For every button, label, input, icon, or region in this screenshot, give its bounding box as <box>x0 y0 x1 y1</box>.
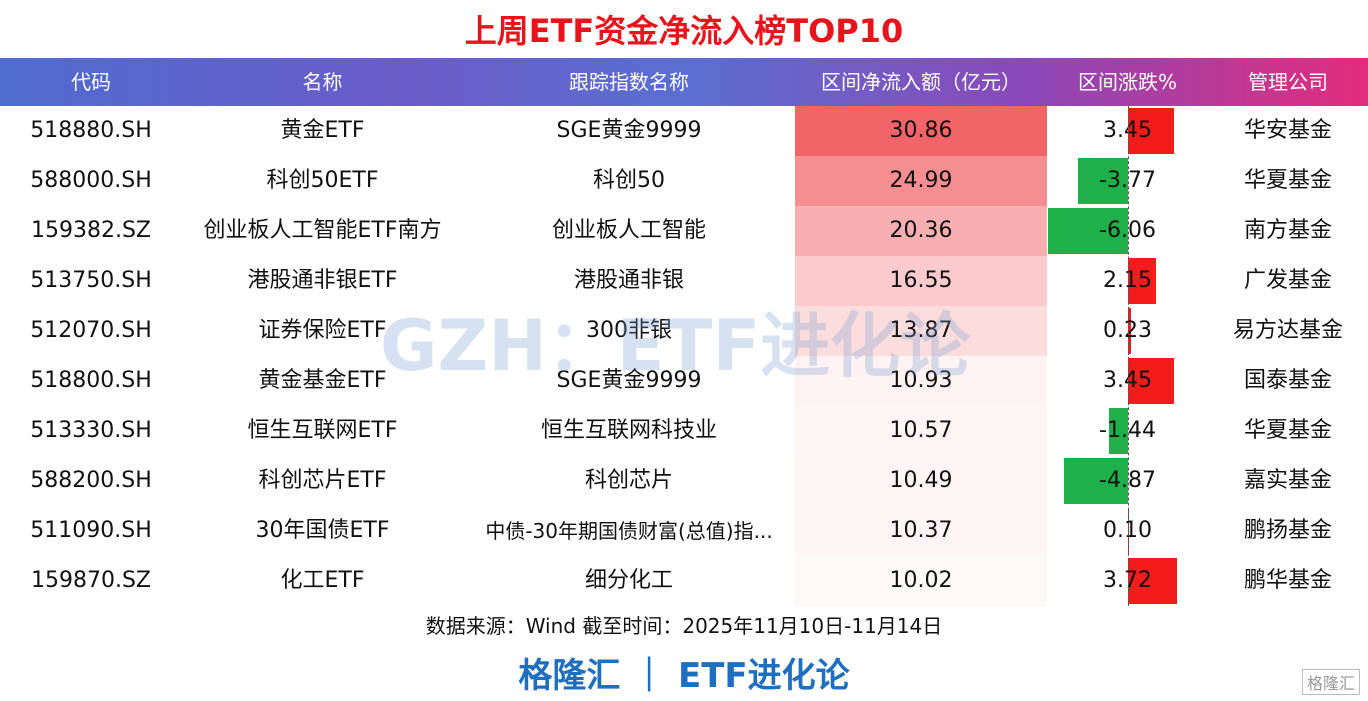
table-cell: 159382.SZ <box>30 218 151 243</box>
flow-shade <box>795 256 1047 306</box>
table-cell: 南方基金 <box>1243 218 1332 243</box>
table-cell: SGE黄金9999 <box>556 118 702 143</box>
table-cell: 0.23 <box>1103 318 1152 343</box>
title: 上周ETF资金净流入榜TOP10 <box>464 12 904 50</box>
change-bar <box>1128 558 1178 604</box>
table-cell: 科创50 <box>593 168 665 193</box>
table-cell: 30.86 <box>889 118 953 143</box>
table-cell: 科创芯片 <box>584 468 673 493</box>
table-cell: 16.55 <box>889 268 953 293</box>
change-bar <box>1128 308 1132 354</box>
table-cell: 513330.SH <box>30 418 152 443</box>
column-header: 跟踪指数名称 <box>569 70 689 94</box>
table-cell: -6.06 <box>1099 218 1156 243</box>
change-bar <box>1048 208 1128 254</box>
table-cell: -1.44 <box>1099 418 1156 443</box>
flow-shade <box>795 356 1047 406</box>
table-cell: 10.02 <box>889 568 953 593</box>
table-cell: 513750.SH <box>30 268 152 293</box>
table-cell: 0.10 <box>1103 518 1152 543</box>
watermark: GZH：ETF进化论 <box>380 305 971 387</box>
table-cell: 证券保险ETF <box>258 318 387 343</box>
table-cell: 10.37 <box>889 518 953 543</box>
flow-shade <box>795 206 1047 256</box>
table-cell: -3.77 <box>1099 168 1156 193</box>
flow-shade <box>795 556 1047 606</box>
column-header: 区间净流入额（亿元） <box>821 70 1021 94</box>
table-cell: 恒生互联网科技业 <box>540 418 717 443</box>
table-cell: 10.57 <box>889 418 953 443</box>
table-cell: 化工ETF <box>280 568 365 593</box>
table-cell: 创业板人工智能ETF南方 <box>203 218 442 243</box>
change-bar <box>1128 258 1157 304</box>
table-cell: 300非银 <box>586 318 672 343</box>
flow-shade <box>795 306 1047 356</box>
table-cell: 华夏基金 <box>1243 418 1332 443</box>
table-cell: 588200.SH <box>30 468 152 493</box>
table-cell: 国泰基金 <box>1243 368 1332 393</box>
table-cell: 黄金基金ETF <box>258 368 387 393</box>
column-header: 代码 <box>71 70 111 94</box>
table-cell: 华安基金 <box>1243 118 1332 143</box>
change-bar <box>1128 108 1174 154</box>
table-cell: 中债-30年期国债财富(总值)指... <box>485 519 773 543</box>
table-cell: 24.99 <box>889 168 953 193</box>
table-cell: 创业板人工智能 <box>551 218 706 243</box>
table-cell: 科创芯片ETF <box>258 468 387 493</box>
table-cell: 鹏扬基金 <box>1243 518 1332 543</box>
flow-shade <box>795 106 1047 156</box>
table-cell: 10.49 <box>889 468 953 493</box>
change-bar <box>1078 158 1128 204</box>
table-cell: 细分化工 <box>584 568 673 593</box>
table-cell: 159870.SZ <box>30 568 151 593</box>
table-cell: 588000.SH <box>30 168 152 193</box>
table-cell: 华夏基金 <box>1243 168 1332 193</box>
change-bar <box>1063 458 1128 504</box>
table-cell: 518800.SH <box>30 368 152 393</box>
zero-line <box>1128 106 1129 606</box>
change-bar <box>1128 358 1174 404</box>
table-cell: -4.87 <box>1099 468 1156 493</box>
table-cell: 3.45 <box>1103 118 1152 143</box>
column-header: 名称 <box>302 70 343 94</box>
table-cell: 518880.SH <box>30 118 152 143</box>
table-cell: 30年国债ETF <box>255 518 390 543</box>
table-cell: SGE黄金9999 <box>556 368 702 393</box>
table-cell: 3.45 <box>1103 368 1152 393</box>
table-cell: 2.15 <box>1103 268 1152 293</box>
flow-shade <box>795 506 1047 556</box>
table-cell: 易方达基金 <box>1232 318 1343 343</box>
flow-shade <box>795 456 1047 506</box>
table-cell: 512070.SH <box>30 318 152 343</box>
flow-shade <box>795 156 1047 206</box>
table-cell: 嘉实基金 <box>1243 468 1332 493</box>
table-cell: 13.87 <box>889 318 953 343</box>
table-cell: 20.36 <box>889 218 953 243</box>
column-header: 管理公司 <box>1248 70 1328 94</box>
flow-shade <box>795 406 1047 456</box>
table-cell: 港股通非银 <box>573 268 684 293</box>
logo: 格隆汇 <box>1301 669 1360 695</box>
table-header: 代码 名称 跟踪指数名称 区间净流入额（亿元） 区间涨跌% 管理公司 <box>0 58 1368 106</box>
table-cell: 511090.SH <box>30 518 152 543</box>
table-cell: 黄金ETF <box>280 118 365 143</box>
brand: 格隆汇 ｜ ETF进化论 <box>518 656 850 696</box>
table-cell: 港股通非银ETF <box>247 268 398 293</box>
table-cell: 广发基金 <box>1243 268 1332 293</box>
change-bar <box>1108 408 1128 454</box>
table-cell: 10.93 <box>889 368 953 393</box>
table-cell: 恒生互联网ETF <box>247 418 398 443</box>
source-note: 数据来源：Wind 截至时间：2025年11月10日-11月14日 <box>425 614 943 638</box>
column-header: 区间涨跌% <box>1077 70 1177 94</box>
table-cell: 鹏华基金 <box>1243 568 1332 593</box>
table-cell: 科创50ETF <box>266 168 379 193</box>
table-cell: 3.72 <box>1103 568 1152 593</box>
